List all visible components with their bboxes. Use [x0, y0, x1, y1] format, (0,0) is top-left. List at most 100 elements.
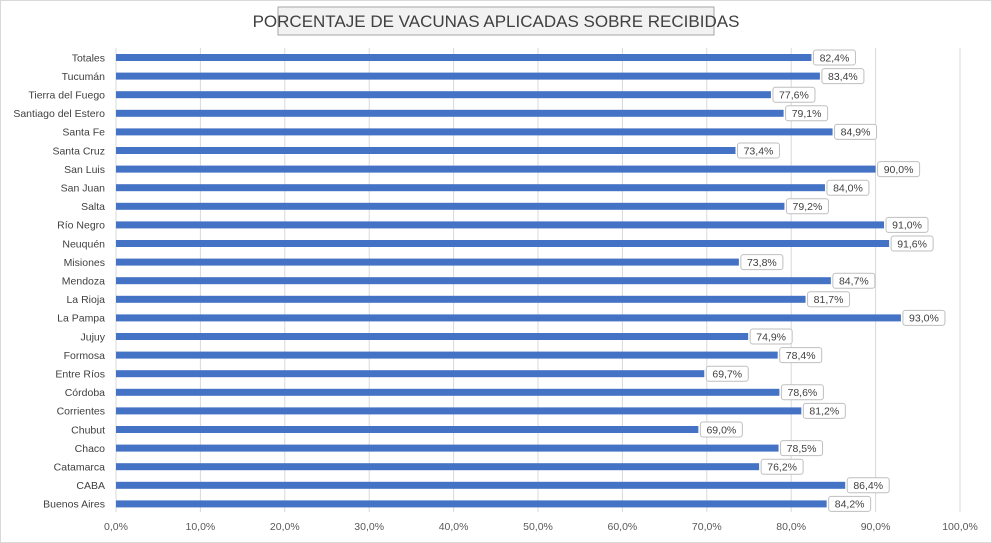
bar — [116, 109, 784, 117]
bar — [116, 333, 749, 340]
data-label: 74,9% — [756, 331, 786, 343]
bar — [116, 500, 827, 508]
data-label: 79,1% — [792, 108, 822, 120]
category-label: Tucumán — [62, 71, 106, 83]
data-label: 77,6% — [779, 90, 809, 102]
x-tick-label: 80,0% — [776, 521, 806, 533]
x-tick-label: 30,0% — [354, 521, 384, 533]
category-label: Mendoza — [62, 276, 105, 288]
data-labels: 82,4% 83,4% 77,6% 79,1% 84,9% 73,4% 90,0% 84,0%… — [699, 49, 946, 512]
bar — [116, 370, 705, 378]
bar — [116, 295, 806, 303]
data-label: 81,2% — [809, 406, 839, 418]
data-label-box — [828, 495, 872, 512]
data-label: 90,0% — [884, 164, 914, 176]
category-labels: Totales Tucumán Tierra del Fuego Santiago d… — [13, 52, 105, 510]
bar — [116, 444, 779, 452]
data-label-box — [780, 384, 824, 401]
category-label: Santa Cruz — [52, 145, 105, 157]
bar — [116, 147, 736, 154]
data-label-box — [885, 216, 929, 233]
x-tick-label: 90,0% — [861, 521, 891, 533]
bar — [116, 240, 890, 247]
bar — [116, 221, 885, 229]
data-label: 84,0% — [833, 183, 863, 195]
category-label: San Juan — [61, 183, 106, 195]
x-axis-tick-labels: 0,0% 10,0% 20,0% 30,0% 40,0% 50,0% 60,0% 70,0% 8… — [104, 521, 978, 533]
category-label: Santa Fe — [62, 127, 105, 139]
data-label: 76,2% — [767, 462, 797, 474]
category-label: Catamarca — [54, 462, 106, 474]
data-label-box — [802, 402, 846, 419]
data-label: 84,2% — [835, 499, 865, 511]
x-tick-label: 50,0% — [523, 521, 553, 533]
data-label-box — [772, 86, 816, 103]
chart-title: PORCENTAJE DE VACUNAS APLICADAS SOBRE RE… — [253, 12, 740, 31]
bar — [116, 388, 780, 396]
data-label: 93,0% — [909, 313, 939, 325]
data-label-box — [785, 105, 829, 122]
bar — [116, 314, 901, 322]
category-label: Corrientes — [57, 406, 105, 418]
x-tick-label: 60,0% — [608, 521, 638, 533]
data-label-box — [736, 142, 780, 159]
data-label: 83,4% — [828, 71, 858, 83]
category-label: Chaco — [75, 443, 106, 455]
bar — [116, 258, 739, 266]
data-label-box — [780, 440, 824, 457]
bar — [116, 72, 820, 80]
data-label-box — [902, 309, 946, 326]
category-label: Formosa — [64, 350, 106, 362]
data-label: 81,7% — [814, 294, 844, 306]
bar — [116, 54, 812, 61]
category-label: Jujuy — [80, 331, 105, 343]
data-label-box — [890, 235, 934, 252]
bar — [116, 128, 833, 136]
chart-title-box — [277, 6, 715, 36]
category-label: Neuquén — [62, 238, 105, 250]
data-label-box — [740, 254, 784, 271]
data-label: 84,9% — [841, 127, 871, 139]
x-tick-label: 10,0% — [186, 521, 216, 533]
data-label-box — [812, 49, 856, 66]
category-label: CABA — [76, 480, 105, 492]
data-label: 69,7% — [712, 369, 742, 381]
data-label-box — [832, 272, 876, 289]
data-label-box — [705, 365, 749, 382]
data-label-box — [826, 179, 870, 196]
data-label-box — [807, 291, 851, 308]
data-label-box — [785, 198, 829, 215]
category-label: Totales — [72, 52, 105, 64]
data-label-box — [749, 328, 793, 345]
bars — [116, 54, 901, 508]
bar — [116, 184, 825, 192]
category-label: Tierra del Fuego — [28, 90, 105, 102]
data-label-box — [846, 477, 890, 494]
x-tick-label: 70,0% — [692, 521, 722, 533]
data-label-box — [821, 68, 865, 85]
category-label: La Pampa — [57, 313, 105, 325]
data-label: 69,0% — [706, 424, 736, 436]
category-label: Entre Ríos — [55, 369, 105, 381]
category-label: Chubut — [71, 424, 105, 436]
category-label: Córdoba — [65, 387, 105, 399]
category-label: Buenos Aires — [43, 499, 105, 511]
data-label: 73,4% — [744, 145, 774, 157]
data-label-box — [779, 347, 823, 364]
x-tick-label: 100,0% — [942, 521, 978, 533]
x-tick-label: 40,0% — [439, 521, 469, 533]
bar — [116, 277, 831, 285]
data-label: 73,8% — [747, 257, 777, 269]
data-label: 78,6% — [787, 387, 817, 399]
bar — [116, 165, 876, 173]
x-tick-label: 0,0% — [104, 521, 128, 533]
data-label: 91,0% — [892, 220, 922, 232]
data-label: 79,2% — [793, 201, 823, 213]
category-label: San Luis — [64, 164, 105, 176]
category-label: Río Negro — [57, 220, 105, 232]
category-label: Misiones — [64, 257, 105, 269]
bar — [116, 407, 802, 415]
data-label: 78,5% — [787, 443, 817, 455]
category-label: Santiago del Estero — [13, 108, 105, 120]
